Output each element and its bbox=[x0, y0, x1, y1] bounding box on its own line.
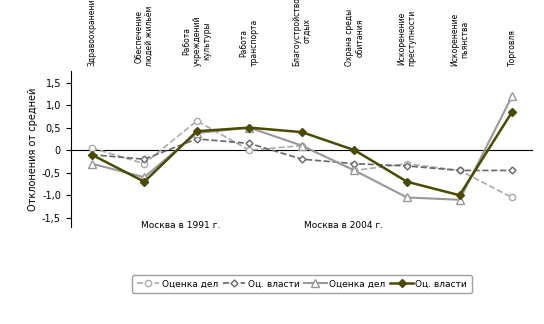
Text: Благоустройство,
отдых: Благоустройство, отдых bbox=[292, 0, 312, 66]
Text: Здравоохранение: Здравоохранение bbox=[87, 0, 96, 66]
Text: Искоренение
преступности: Искоренение преступности bbox=[397, 10, 417, 66]
Text: Обеспечение
людей жильём: Обеспечение людей жильём bbox=[134, 6, 154, 66]
Y-axis label: Отклонения от средней: Отклонения от средней bbox=[28, 87, 38, 211]
Text: Работа
учреждений
культуры: Работа учреждений культуры bbox=[182, 16, 212, 66]
Text: Искоренение
пьянства: Искоренение пьянства bbox=[450, 13, 469, 66]
Text: Москва в 2004 г.: Москва в 2004 г. bbox=[305, 221, 384, 230]
Text: Торговля: Торговля bbox=[508, 29, 517, 66]
Text: Москва в 1991 г.: Москва в 1991 г. bbox=[141, 221, 221, 230]
Legend: Оценка дел, Оц. власти, Оценка дел, Оц. власти: Оценка дел, Оц. власти, Оценка дел, Оц. … bbox=[132, 275, 472, 293]
Text: Работа
транспорта: Работа транспорта bbox=[240, 19, 259, 66]
Text: Охрана среды
обитания: Охрана среды обитания bbox=[345, 9, 364, 66]
